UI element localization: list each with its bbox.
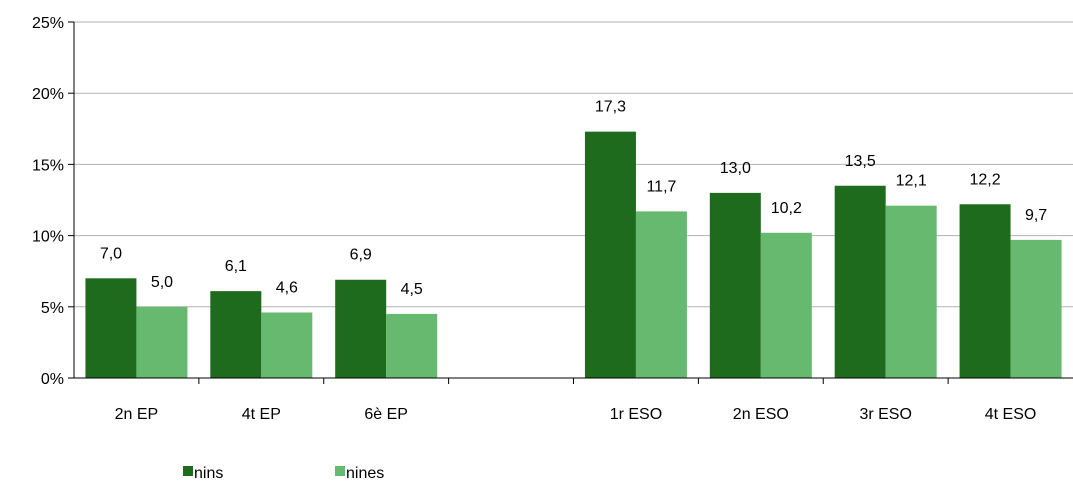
x-tick-label: 2n ESO [733,406,789,423]
x-tick-label: 1r ESO [610,406,662,423]
bar-nins [709,192,761,378]
bar-nines [136,306,188,378]
y-tick-label: 0% [41,371,64,388]
legend-label-nines: nines [346,465,384,481]
bar-nins [834,185,886,378]
y-tick-label: 5% [41,300,64,317]
bar-nins [210,291,262,378]
data-label: 11,7 [646,178,676,195]
data-label: 6,9 [350,247,372,264]
data-label: 17,3 [595,99,626,116]
y-tick-label: 10% [32,229,64,246]
x-tick-label: 2n EP [115,406,159,423]
bar-nines [1010,239,1062,378]
bar-nines [261,312,313,378]
y-tick-label: 15% [32,157,64,174]
data-label: 12,2 [969,171,1000,188]
data-label: 5,0 [151,274,173,291]
x-tick-label: 4t EP [242,406,281,423]
bar-nines [760,232,812,378]
data-label: 13,5 [845,153,876,170]
bar-nines [386,313,438,378]
legend-swatch-nines [335,466,345,476]
bars [85,131,1062,378]
legend-swatch-nins [183,466,193,476]
data-label: 12,1 [896,173,927,190]
data-label: 4,5 [401,281,423,298]
bar-nins [85,278,137,378]
x-tick-label: 3r ESO [859,406,911,423]
bar-nins [335,279,387,378]
data-label: 4,6 [276,279,298,296]
data-labels: 7,0 6,1 6,9 17,3 13,0 13,5 12,2 5,0 4,6 4,5 11,7 10… [100,99,1047,298]
legend-label-nins: nins [194,465,223,481]
bar-nines [885,205,937,378]
data-label: 9,7 [1025,207,1047,224]
x-tick-label: 4t ESO [985,406,1037,423]
data-label: 6,1 [225,258,247,275]
data-label: 10,2 [771,200,802,217]
legend: nins nines [183,465,384,481]
bar-nines [635,211,687,378]
bar-nins [959,204,1011,378]
data-label: 13,0 [720,160,751,177]
x-tick-label: 6è EP [364,406,408,423]
y-tick-label: 25% [32,15,64,32]
data-label: 7,0 [100,245,122,262]
axes: 0% 5% 10% 15% 20% 25% 2n EP 4t EP 6è EP 1r ESO 2n … [32,15,1073,423]
bar-nins [584,131,636,378]
y-tick-label: 20% [32,86,64,103]
